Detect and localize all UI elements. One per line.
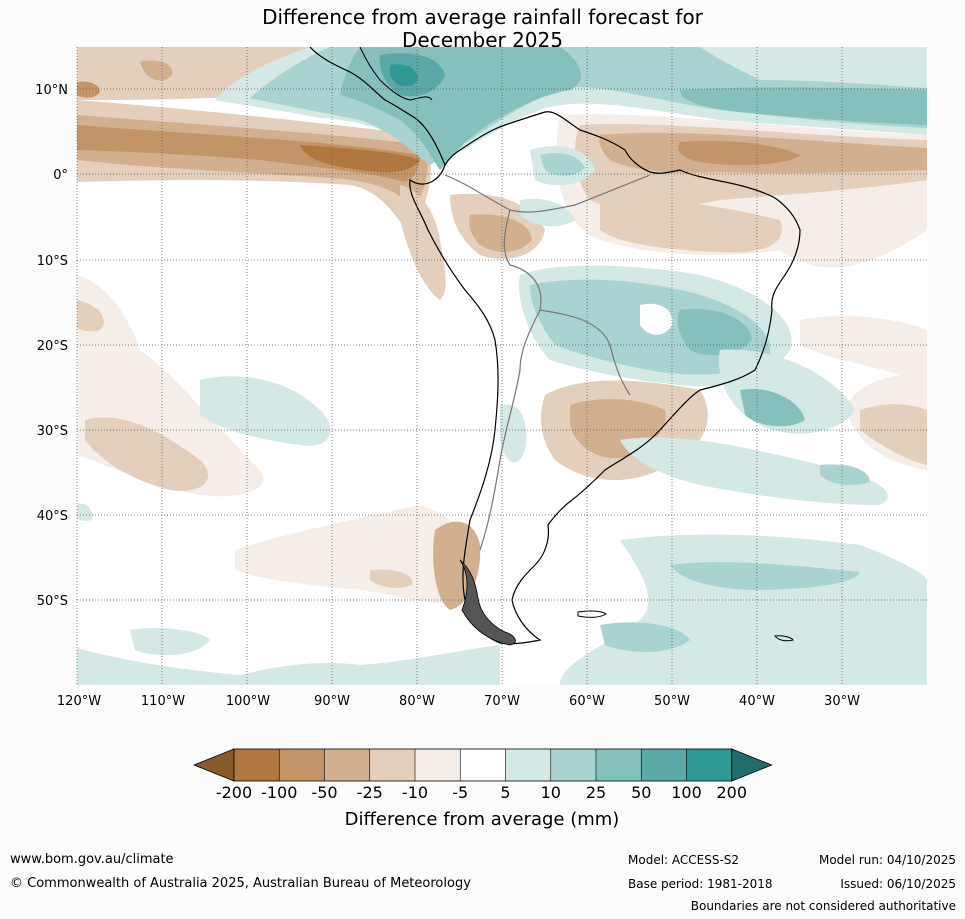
colorbar-tick-label: 50 <box>631 783 651 802</box>
model-run-date: Model run: 04/10/2025 <box>818 853 956 867</box>
wet-anomaly-region <box>677 309 752 356</box>
lon-label: 30°W <box>824 694 860 709</box>
colorbar-tick-label: -10 <box>402 783 428 802</box>
caribbean-coastline <box>359 47 433 101</box>
dry-anomaly-region <box>370 569 413 588</box>
colorbar-tick-label: 100 <box>671 783 702 802</box>
south-america-coastline <box>409 111 801 645</box>
dry-anomaly-region <box>300 145 420 173</box>
colorbar-segment <box>234 749 280 781</box>
wet-anomaly-region <box>640 303 673 335</box>
lon-label: 60°W <box>569 694 605 709</box>
colorbar-segment <box>596 749 642 781</box>
colorbar-title: Difference from average (mm) <box>345 809 620 830</box>
disclaimer-text: Boundaries are not considered authoritat… <box>690 899 956 913</box>
website-link[interactable]: www.bom.gov.au/climate <box>10 852 174 867</box>
wet-anomaly-region <box>130 628 210 656</box>
wet-anomaly-region <box>540 153 585 176</box>
copyright-text: © Commonwealth of Australia 2025, Austra… <box>10 876 471 891</box>
wet-anomaly-region <box>740 389 805 427</box>
colorbar-segment <box>505 749 551 781</box>
wet-anomaly-region <box>670 562 860 590</box>
wet-anomaly-region <box>200 376 331 446</box>
lat-label: 20°S <box>37 339 68 354</box>
lon-label: 40°W <box>739 694 775 709</box>
wet-anomaly-region <box>620 437 888 505</box>
dry-anomaly-region <box>77 300 104 332</box>
colorbar <box>192 748 773 782</box>
dry-anomaly-region <box>77 81 100 98</box>
wet-anomaly-region <box>390 64 418 87</box>
dry-anomaly-region <box>860 404 927 465</box>
dry-anomaly-region <box>77 125 420 182</box>
colorbar-segment <box>324 749 370 781</box>
dry-anomaly-region <box>400 185 446 300</box>
central-america-coastline <box>309 47 446 166</box>
dry-anomaly-region <box>235 505 472 604</box>
gridlines <box>76 47 927 685</box>
dry-anomaly-region <box>85 417 209 491</box>
colorbar-tick-label: -50 <box>311 783 337 802</box>
colorbar-segment <box>369 749 415 781</box>
lon-label: 100°W <box>226 694 270 709</box>
wet-anomaly-region <box>77 503 93 521</box>
wet-anomaly-region <box>680 87 927 125</box>
colorbar-segment <box>415 749 461 781</box>
lat-label: 50°S <box>37 594 68 609</box>
model-name: Model: ACCESS-S2 <box>628 853 740 867</box>
wet-anomaly-region <box>520 198 575 227</box>
colorbar-tick-label: -200 <box>216 783 252 802</box>
colorbar-tick-label: 25 <box>586 783 606 802</box>
colorbar-segment <box>550 749 596 781</box>
wet-anomaly-region <box>820 464 870 486</box>
lon-label: 70°W <box>484 694 520 709</box>
lat-label: 30°S <box>37 424 68 439</box>
colorbar-tick-label: -5 <box>452 783 468 802</box>
island-outline <box>774 635 794 642</box>
wet-anomaly-region <box>600 622 690 652</box>
lon-label: 90°W <box>314 694 350 709</box>
wet-anomaly-region <box>500 404 527 463</box>
colorbar-segment <box>641 749 687 781</box>
lat-label: 40°S <box>37 509 68 524</box>
country-borders <box>444 174 651 551</box>
lat-label: 10°S <box>37 254 68 269</box>
dry-anomaly-region <box>140 60 173 81</box>
colorbar-tick-label: -25 <box>357 783 383 802</box>
dry-anomaly-region <box>469 214 532 252</box>
colorbar-tick-label: 10 <box>541 783 561 802</box>
dry-anomaly-region <box>600 198 782 253</box>
base-period: Base period: 1981-2018 <box>628 877 773 891</box>
colorbar-extend-low <box>192 748 235 782</box>
colorbar-tick-label: 5 <box>500 783 510 802</box>
tierra-del-fuego <box>459 559 516 646</box>
colorbar-tick-label: -100 <box>261 783 297 802</box>
lon-label: 50°W <box>654 694 690 709</box>
map-title-line2: December 2025 <box>402 28 563 52</box>
lat-label: 10°N <box>35 83 68 98</box>
colorbar-extend-high <box>731 748 773 782</box>
colorbar-segment <box>460 749 506 781</box>
colorbar-tick-label: 200 <box>716 783 747 802</box>
lon-label: 80°W <box>399 694 435 709</box>
issued-date: Issued: 06/10/2025 <box>840 877 956 891</box>
dry-anomaly-region <box>678 140 800 166</box>
colorbar-frame <box>233 748 733 782</box>
colorbar-segment <box>279 749 325 781</box>
map-title-line1: Difference from average rainfall forecas… <box>262 5 703 29</box>
lon-label: 110°W <box>141 694 185 709</box>
island-outline <box>577 610 607 618</box>
lat-label: 0° <box>53 168 68 183</box>
wet-anomaly-region <box>77 645 500 685</box>
lon-label: 120°W <box>57 694 101 709</box>
colorbar-segment <box>686 749 732 781</box>
